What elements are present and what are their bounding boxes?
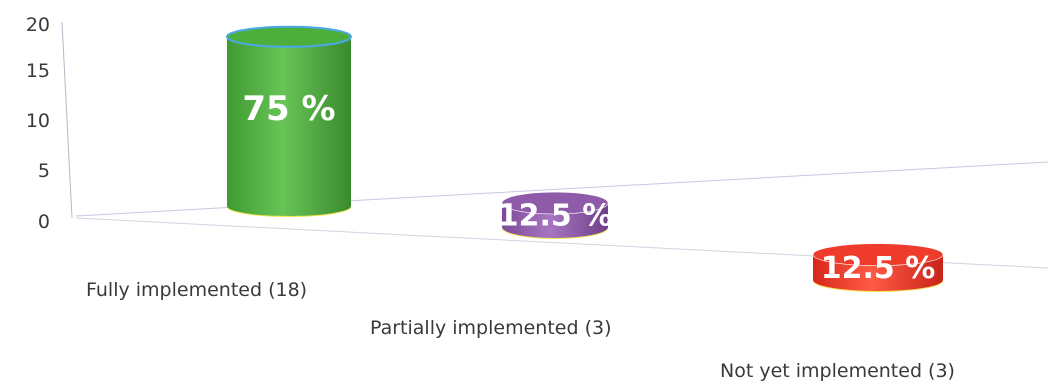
category-label: Partially implemented (3) xyxy=(370,317,611,339)
bar: 75 % xyxy=(226,25,352,217)
bar-data-label: 12.5 % xyxy=(821,251,936,286)
bar-top xyxy=(226,25,352,48)
bar-top xyxy=(501,191,609,215)
y-axis-line xyxy=(61,21,73,219)
category-label: Not yet implemented (3) xyxy=(720,360,955,382)
y-tick-label: 0 xyxy=(38,211,50,233)
bar-body xyxy=(502,203,608,238)
bar-body xyxy=(227,36,351,216)
bar: 12.5 % xyxy=(498,191,613,239)
y-tick-label: 5 xyxy=(38,160,50,182)
bar: 12.5 % xyxy=(812,243,944,292)
bar-top xyxy=(812,243,944,266)
y-axis-tick-labels: 0 5 10 15 20 xyxy=(26,14,50,233)
y-tick-label: 15 xyxy=(26,60,50,82)
bars: 75 % 12.5 % 12.5 % xyxy=(226,25,944,292)
bar-data-label: 75 % xyxy=(242,89,335,129)
bar-data-label: 12.5 % xyxy=(498,199,613,234)
y-tick-label: 10 xyxy=(26,110,50,132)
bar-body xyxy=(813,254,943,291)
category-labels: Fully implemented (18) Partially impleme… xyxy=(86,279,955,382)
y-tick-label: 20 xyxy=(26,14,50,36)
category-label: Fully implemented (18) xyxy=(86,279,307,301)
